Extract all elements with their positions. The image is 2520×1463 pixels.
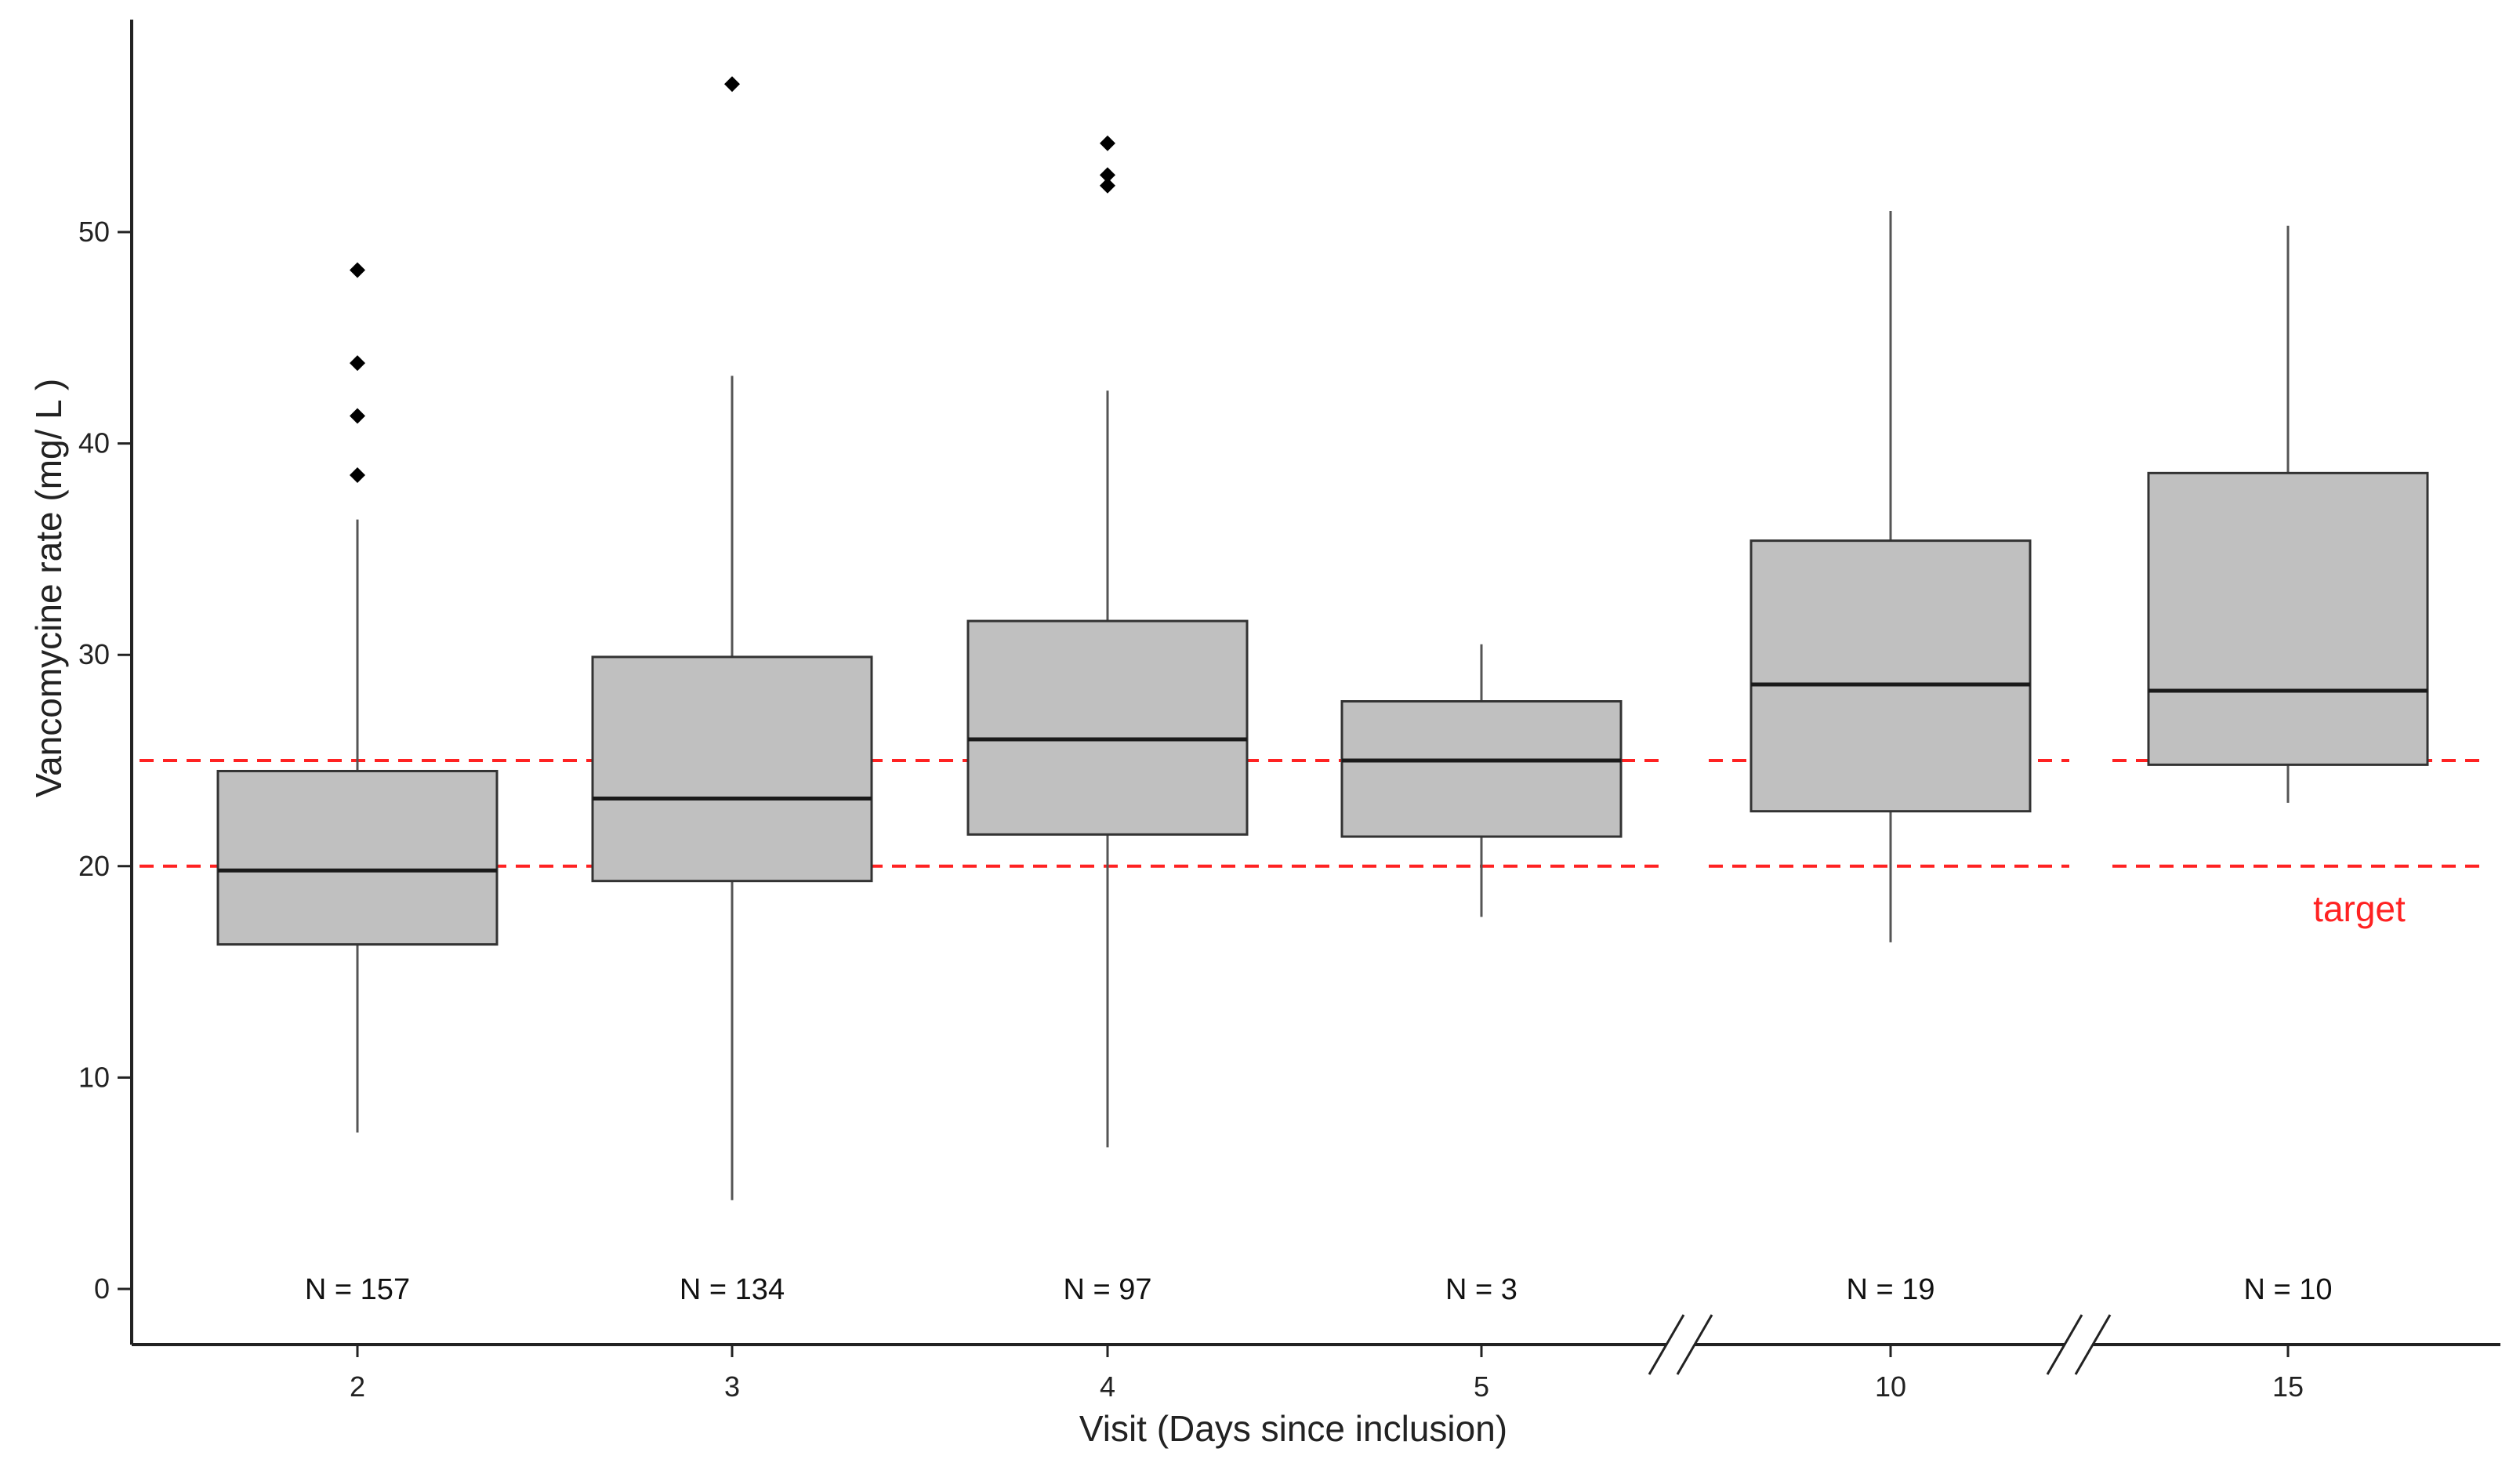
x-axis-title: Visit (Days since inclusion) — [1079, 1408, 1507, 1449]
x-axis-breaks — [1648, 1314, 2112, 1375]
n-labels: N = 157 N = 134 N = 97 N = 3 N = 19 N = 10 — [305, 1273, 2333, 1306]
n-label: N = 19 — [1846, 1273, 1934, 1306]
outlier-point — [1100, 177, 1115, 194]
target-label: target — [2313, 888, 2406, 929]
outlier-point — [724, 76, 740, 93]
axis-break-slash — [2074, 1314, 2112, 1375]
axis-break-slash — [1648, 1314, 1685, 1375]
outlier-point — [350, 262, 365, 278]
x-tick-label: 4 — [1100, 1370, 1115, 1403]
y-tick-label: 30 — [78, 638, 110, 670]
n-label: N = 134 — [680, 1273, 785, 1306]
y-tick-label: 20 — [78, 850, 110, 882]
n-label: N = 10 — [2243, 1273, 2332, 1306]
n-label: N = 3 — [1445, 1273, 1517, 1306]
axes: 0 10 20 30 40 50 2 3 4 5 10 15 — [78, 20, 2500, 1403]
box-iqr — [2147, 471, 2429, 766]
y-axis-title: Vancomycine rate (mg/ L ) — [28, 379, 69, 797]
box-plots — [216, 76, 2429, 1200]
y-tick-label: 10 — [78, 1061, 110, 1093]
y-tick-label: 50 — [78, 216, 110, 248]
outlier-point — [350, 467, 365, 484]
x-tick-label: 15 — [2272, 1370, 2304, 1403]
x-axis-ticks: 2 3 4 5 10 15 — [350, 1345, 2304, 1403]
y-axis-ticks: 0 10 20 30 40 50 — [78, 216, 132, 1305]
y-tick-label: 0 — [94, 1272, 110, 1305]
y-tick-label: 40 — [78, 427, 110, 459]
box-iqr — [1749, 539, 2032, 813]
x-tick-label: 3 — [724, 1370, 740, 1403]
x-tick-label: 2 — [350, 1370, 365, 1403]
x-tick-label: 10 — [1875, 1370, 1906, 1403]
outlier-point — [1100, 167, 1115, 183]
x-tick-label: 5 — [1474, 1370, 1489, 1403]
outlier-point — [350, 355, 365, 372]
axis-break-slash — [1676, 1314, 1713, 1375]
outlier-point — [1100, 135, 1115, 151]
outlier-point — [350, 408, 365, 424]
box-iqr — [1340, 700, 1623, 838]
axis-break-slash — [2046, 1314, 2083, 1375]
box-iqr — [216, 769, 499, 946]
n-label: N = 97 — [1063, 1273, 1151, 1306]
box-iqr — [591, 655, 873, 883]
box-iqr — [966, 619, 1249, 836]
n-label: N = 157 — [305, 1273, 410, 1306]
